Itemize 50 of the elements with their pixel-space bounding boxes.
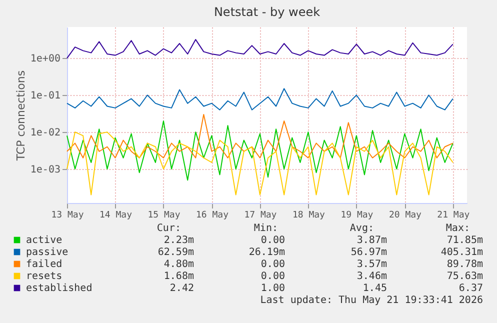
- line-series: [66, 120, 454, 181]
- text: 4.80m: [164, 259, 194, 270]
- x-tick-label: 18 May: [292, 210, 326, 220]
- text: Cur:: [156, 223, 181, 234]
- text: 1.00: [260, 283, 285, 294]
- text: 0.00: [260, 235, 285, 246]
- text: 2.23m: [164, 235, 194, 246]
- legend-label: passive: [26, 247, 68, 258]
- x-tick-label: 19 May: [340, 210, 374, 220]
- x-tick-label: 17 May: [244, 210, 278, 220]
- x-tick-label: 14 May: [99, 210, 133, 220]
- y-tick-label: 1e-03: [30, 164, 60, 176]
- text: Min:: [254, 223, 278, 234]
- text: 26.19m: [248, 247, 285, 258]
- line-series: [66, 132, 454, 196]
- y-tick-label: 1e-02: [30, 128, 60, 139]
- text: 0.00: [260, 271, 285, 282]
- text: 1.45: [362, 283, 387, 294]
- x-tick-label: 16 May: [196, 210, 230, 220]
- y-axis-title: TCP connections: [14, 70, 28, 162]
- legend-label: resets: [26, 271, 62, 282]
- line-series: [66, 39, 454, 59]
- text: 2.42: [170, 283, 194, 294]
- x-tick-label: 15 May: [148, 210, 181, 220]
- y-tick-label: 1e-01: [30, 90, 60, 102]
- text: 62.59m: [158, 247, 194, 258]
- text: Max:: [446, 223, 470, 234]
- chart-title: Netstat - by week: [214, 5, 320, 19]
- text: 89.78m: [446, 259, 483, 270]
- legend-label: active: [26, 235, 62, 246]
- text: Avg:: [350, 223, 374, 234]
- text: 3.46m: [356, 271, 387, 282]
- text: Last update: Thu May 21 19:33:41 2026: [260, 295, 483, 306]
- text: 3.87m: [356, 235, 387, 246]
- text: 1.68m: [164, 271, 194, 282]
- text: 405.31m: [440, 247, 483, 258]
- y-tick-label: 1e+00: [30, 54, 60, 65]
- x-tick-label: 21 May: [437, 210, 470, 220]
- text: 71.85m: [446, 235, 483, 246]
- text: 56.97m: [350, 247, 387, 258]
- x-tick-label: 20 May: [388, 210, 422, 220]
- line-series: [66, 88, 454, 110]
- legend-label: failed: [26, 259, 62, 270]
- legend-label: established: [26, 283, 92, 294]
- text: 0.00: [260, 259, 285, 270]
- text: 6.37: [458, 283, 483, 294]
- text: 3.57m: [356, 259, 387, 270]
- x-tick-label: 13 May: [51, 210, 84, 220]
- line-series: [66, 114, 454, 158]
- text: 75.63m: [446, 271, 483, 282]
